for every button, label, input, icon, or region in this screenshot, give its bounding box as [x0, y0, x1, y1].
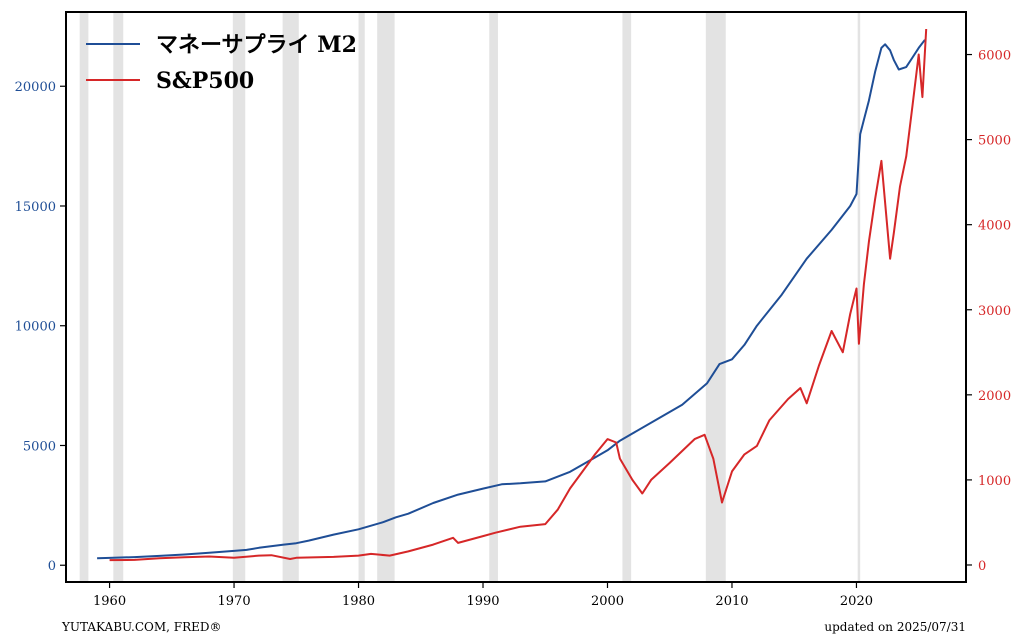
series-line-m2	[97, 39, 926, 560]
recession-band	[377, 12, 395, 582]
recession-band	[489, 12, 498, 582]
updated-note: updated on 2025/07/31	[824, 620, 966, 634]
recession-bands	[79, 12, 861, 582]
left-tick-label: 5000	[23, 439, 56, 454]
x-tick-label: 1970	[218, 594, 251, 609]
x-tick-label: 2020	[840, 594, 873, 609]
series-lines	[97, 28, 928, 562]
right-tick-label: 4000	[978, 219, 1011, 234]
legend-label: S&P500	[156, 68, 254, 94]
right-axis: 0 1000 2000 3000 4000 5000 6000	[966, 49, 1011, 574]
left-axis: 0 5000 10000 15000 20000	[15, 80, 66, 574]
x-tick-label: 1960	[93, 594, 126, 609]
left-tick-label: 15000	[15, 200, 56, 215]
source-note: YUTAKABU.COM, FRED®	[62, 620, 222, 634]
right-tick-label: 3000	[978, 304, 1011, 319]
recession-band	[79, 12, 89, 582]
recession-band	[232, 12, 246, 582]
x-tick-label: 2010	[715, 594, 748, 609]
recession-band	[705, 12, 726, 582]
recession-band	[622, 12, 632, 582]
right-tick-label: 5000	[978, 134, 1011, 149]
right-tick-label: 2000	[978, 389, 1011, 404]
x-tick-label: 1990	[466, 594, 499, 609]
right-tick-label: 0	[978, 559, 986, 574]
left-tick-label: 20000	[15, 80, 56, 95]
plot-frame	[65, 11, 967, 583]
plot-area	[66, 12, 966, 582]
left-tick-label: 0	[48, 559, 56, 574]
x-axis: 1960 1970 1980 1990 2000 2010 2020	[93, 582, 873, 609]
recession-band	[282, 12, 299, 582]
left-tick-label: 10000	[15, 320, 56, 335]
recession-band	[113, 12, 124, 582]
x-tick-label: 1980	[342, 594, 375, 609]
recession-band	[857, 12, 861, 582]
legend-label: マネーサプライ M2	[156, 32, 357, 58]
series-line-sp500	[109, 28, 928, 562]
right-tick-label: 1000	[978, 474, 1011, 489]
legend: マネーサプライ M2 S&P500	[86, 32, 357, 94]
recession-band	[358, 12, 365, 582]
right-tick-label: 6000	[978, 49, 1011, 64]
x-tick-label: 2000	[591, 594, 624, 609]
